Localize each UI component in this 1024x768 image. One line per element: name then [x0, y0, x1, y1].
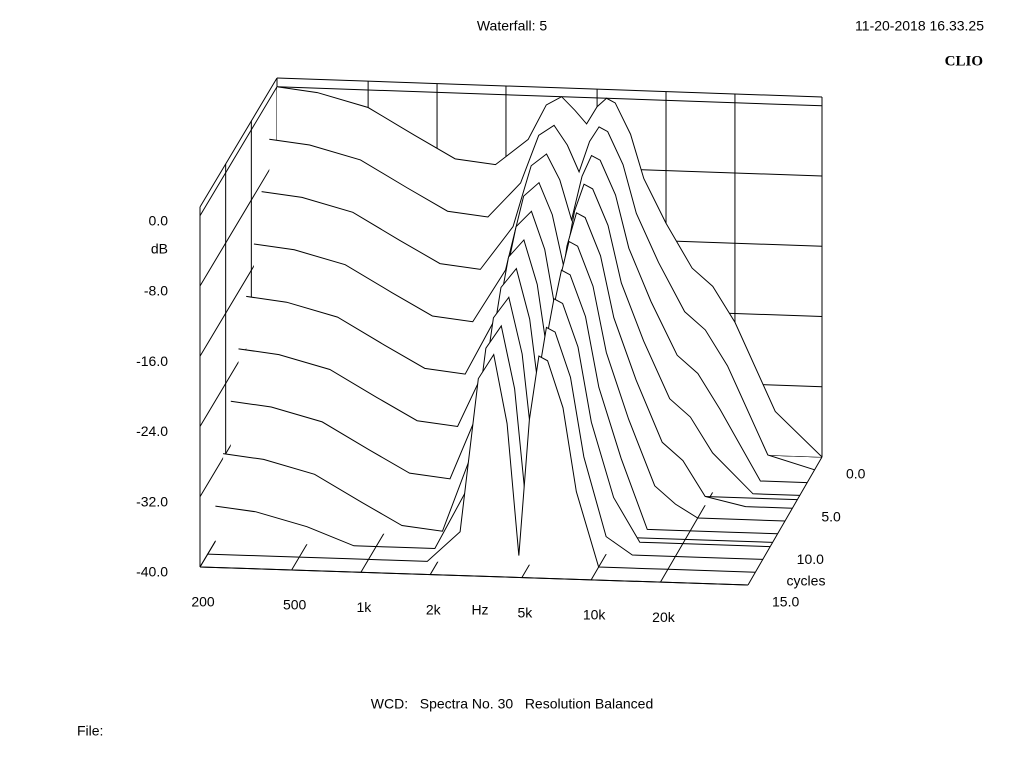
z-tick-label: 10.0	[797, 551, 824, 567]
y-tick-label: -8.0	[144, 283, 168, 299]
file-label: File:	[77, 723, 103, 739]
z-tick-label: 15.0	[772, 594, 799, 610]
footer: WCD: Spectra No. 30 Resolution Balanced	[371, 696, 653, 712]
x-tick-label: 1k	[357, 599, 373, 615]
brand: CLIO	[945, 53, 983, 69]
y-tick-label: 0.0	[149, 212, 169, 228]
grid-line	[199, 156, 278, 287]
x-tick-label: 2k	[426, 601, 442, 617]
spectrum-slice	[207, 353, 756, 573]
x-tick-label: 20k	[652, 609, 676, 625]
y-tick-label: -32.0	[136, 493, 168, 509]
chart-title: Waterfall: 5	[477, 18, 547, 34]
x-tick-label: 10k	[583, 607, 607, 623]
y-tick-label: -40.0	[136, 564, 168, 580]
x-tick-label: 5k	[517, 604, 533, 620]
spectrum-slice	[261, 153, 808, 484]
box-edge	[276, 77, 823, 98]
spectrum-slice	[269, 124, 815, 471]
z-tick-label: 5.0	[821, 508, 841, 524]
y-tick-label: -24.0	[136, 423, 168, 439]
z-tick-label: 0.0	[846, 466, 866, 482]
y-axis-label: dB	[151, 241, 168, 257]
timestamp: 11-20-2018 16.33.25	[855, 18, 984, 34]
box-edge	[199, 77, 278, 208]
x-axis-label: Hz	[471, 602, 488, 618]
spectrum-slice	[276, 86, 823, 458]
grid-line	[199, 566, 749, 586]
grid-line	[199, 86, 278, 217]
y-tick-label: -16.0	[136, 353, 168, 369]
x-tick-label: 500	[283, 597, 307, 613]
z-axis-label: cycles	[787, 573, 826, 589]
slice-fill	[207, 354, 756, 573]
x-tick-label: 200	[191, 594, 215, 610]
